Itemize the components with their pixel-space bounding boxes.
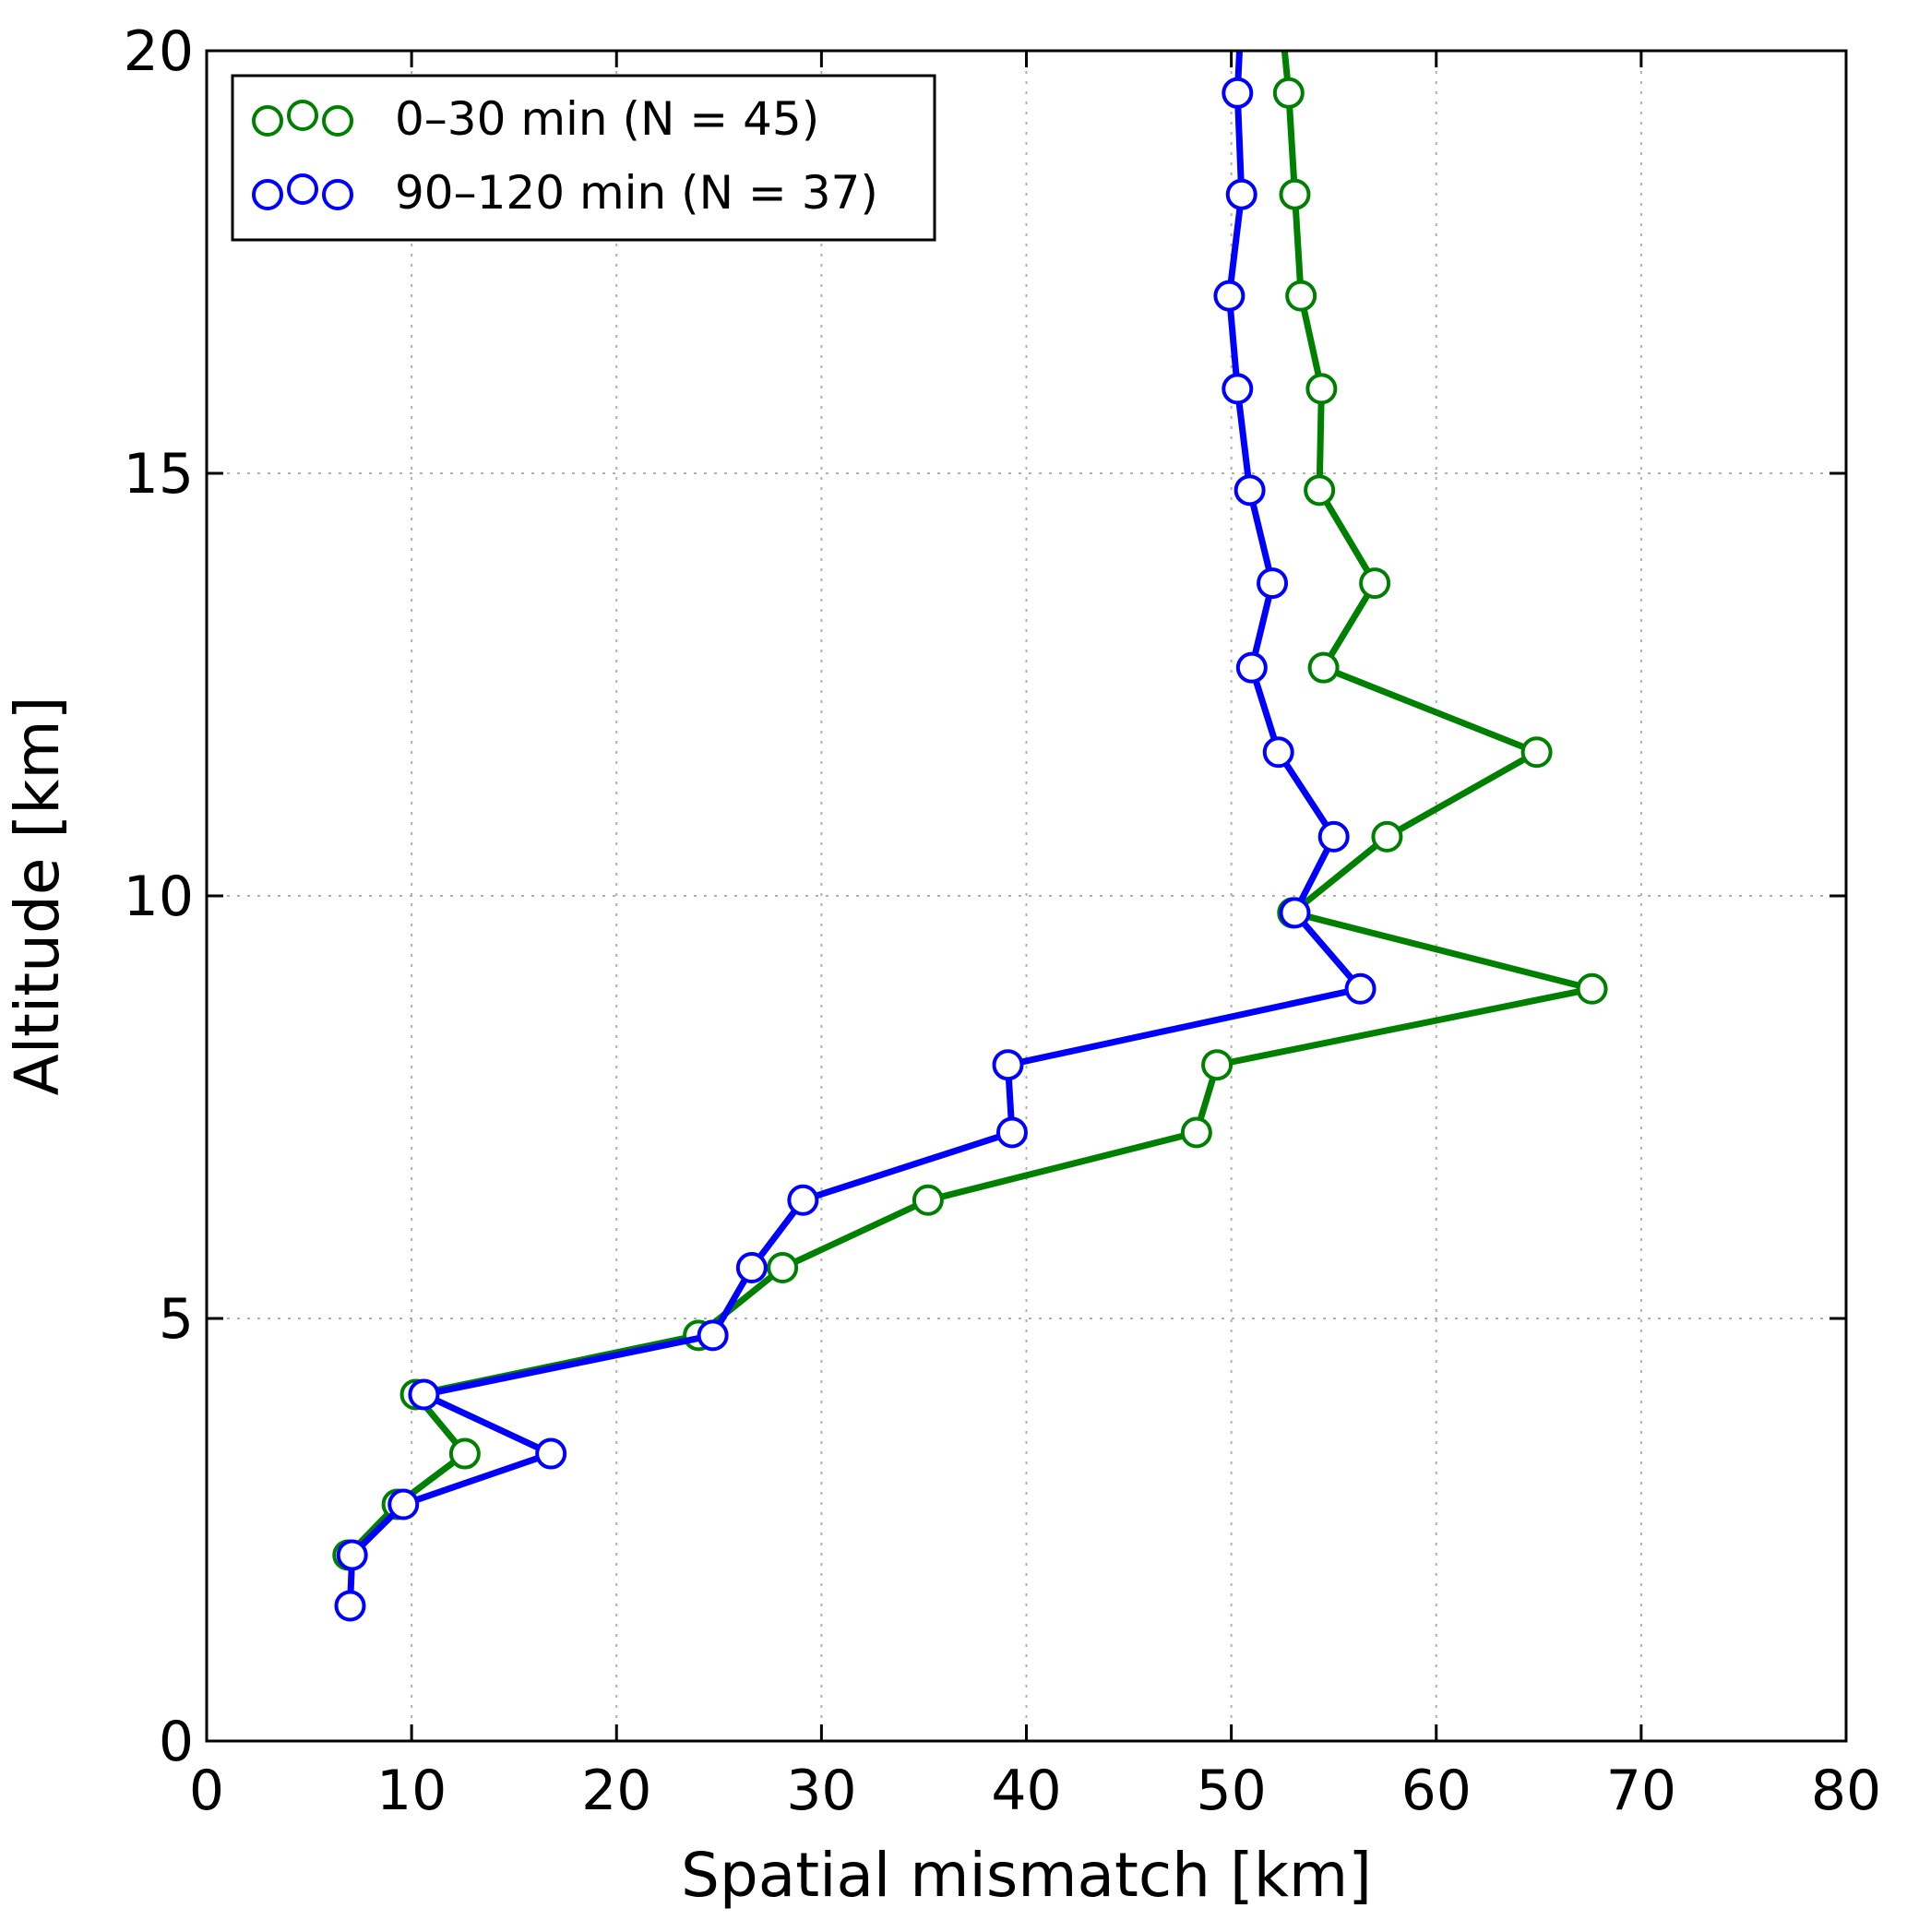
y-tick-label: 0 xyxy=(159,1710,194,1774)
data-point xyxy=(1213,280,1246,312)
data-point xyxy=(387,1488,420,1521)
x-axis-title: Spatial mismatch [km] xyxy=(681,1840,1372,1911)
data-point xyxy=(1234,474,1266,507)
data-point xyxy=(1279,178,1311,210)
data-point xyxy=(1272,77,1305,109)
data-point xyxy=(697,1319,729,1352)
data-point xyxy=(1307,651,1340,684)
data-point xyxy=(1344,972,1377,1005)
legend-marker xyxy=(322,105,353,137)
data-point xyxy=(912,1184,944,1216)
data-point xyxy=(1201,1049,1234,1081)
legend-item: 90–120 min (N = 37) xyxy=(252,166,878,220)
data-point xyxy=(1285,280,1317,312)
data-point xyxy=(1359,567,1391,600)
data-point xyxy=(1222,77,1254,109)
x-tick-label: 80 xyxy=(1811,1759,1881,1823)
axis-ticks: 0 10 20 30 40 50 60 70 80 0 5 10 15 20 xyxy=(124,19,1882,1823)
x-tick-label: 70 xyxy=(1606,1759,1676,1823)
data-point xyxy=(1262,736,1294,769)
legend-marker xyxy=(287,173,318,205)
data-point xyxy=(735,1252,768,1284)
x-tick-label: 20 xyxy=(581,1759,651,1823)
data-point xyxy=(1576,972,1608,1005)
data-point xyxy=(1225,178,1257,210)
x-tick-label: 10 xyxy=(376,1759,447,1823)
data-point xyxy=(1257,567,1289,600)
series-2 xyxy=(334,51,1377,1622)
x-tick-label: 40 xyxy=(991,1759,1061,1823)
legend-marker xyxy=(322,179,353,210)
legend-label: 0–30 min (N = 45) xyxy=(395,92,819,146)
x-tick-label: 60 xyxy=(1401,1759,1472,1823)
x-tick-label: 30 xyxy=(786,1759,856,1823)
data-point xyxy=(1305,373,1338,405)
data-point xyxy=(1371,820,1403,853)
legend-marker xyxy=(252,179,283,210)
legend-item: 0–30 min (N = 45) xyxy=(252,92,819,146)
legend-marker xyxy=(252,105,283,137)
data-point xyxy=(408,1378,440,1411)
legend-box xyxy=(231,74,936,242)
data-point xyxy=(448,1437,481,1470)
data-point xyxy=(1304,474,1336,507)
y-tick-label: 20 xyxy=(124,19,194,84)
data-point xyxy=(767,1252,799,1284)
y-tick-label: 5 xyxy=(159,1287,194,1352)
data-point xyxy=(1520,736,1553,769)
data-point xyxy=(334,1590,366,1622)
data-point xyxy=(787,1184,819,1216)
series-group xyxy=(332,51,1608,1622)
x-tick-label: 0 xyxy=(189,1759,224,1823)
y-axis-title: Altitude [km] xyxy=(2,697,73,1096)
data-point xyxy=(336,1539,368,1571)
legend: 0–30 min (N = 45) 90–120 min (N = 37) xyxy=(231,74,936,242)
data-point xyxy=(1235,651,1268,684)
x-tick-label: 50 xyxy=(1196,1759,1266,1823)
y-tick-label: 10 xyxy=(124,865,194,929)
data-point xyxy=(995,1116,1028,1149)
legend-marker xyxy=(287,100,318,131)
grid xyxy=(207,51,1846,1741)
series-line xyxy=(346,51,1365,1606)
data-point xyxy=(1317,820,1350,853)
data-point xyxy=(1222,373,1254,405)
y-tick-label: 15 xyxy=(124,442,194,507)
data-point xyxy=(992,1049,1024,1081)
data-point xyxy=(535,1437,567,1470)
data-point xyxy=(1279,897,1311,929)
data-point xyxy=(1180,1116,1212,1149)
legend-label: 90–120 min (N = 37) xyxy=(395,166,878,220)
